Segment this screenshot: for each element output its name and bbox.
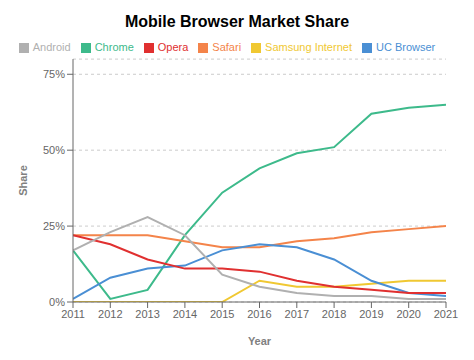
html-text:Samsung Internet: Samsung Internet [265,41,352,53]
svg-text:25%: 25% [43,220,65,232]
svg-text:Year: Year [248,335,272,347]
html-text:Mobile Browser Market Share: Mobile Browser Market Share [125,13,349,30]
html-text:Chrome: Chrome [94,41,134,53]
svg-text:Share: Share [17,165,29,196]
svg-text:2011: 2011 [61,308,85,320]
html-text:Opera: Opera [157,41,189,53]
svg-text:0%: 0% [49,296,65,308]
svg-text:2020: 2020 [396,308,420,320]
svg-text:2013: 2013 [135,308,159,320]
svg-text:2017: 2017 [285,308,309,320]
svg-text:50%: 50% [43,144,65,156]
svg-text:2021: 2021 [434,308,458,320]
html-text:Android: Android [32,41,71,53]
svg-text:2014: 2014 [173,308,197,320]
svg-text:2012: 2012 [98,308,122,320]
html-text:Safari: Safari [212,41,242,53]
svg-text:75%: 75% [43,68,65,80]
svg-text:2019: 2019 [359,308,383,320]
html-text:UC Browser: UC Browser [376,41,436,53]
svg-text:2018: 2018 [322,308,346,320]
svg-text:2015: 2015 [210,308,234,320]
svg-text:2016: 2016 [247,308,271,320]
